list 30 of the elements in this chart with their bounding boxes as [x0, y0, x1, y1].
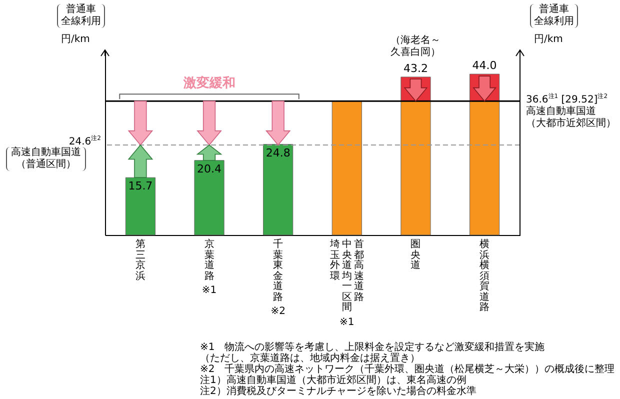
text: ※1 物流への影響等を考慮し、上限料金を設定するなど激変緩和措置を実施 [200, 342, 545, 353]
text: ※2 千葉県内の高速ネットワーク（千葉外環、圏央道（松尾横芝～大栄））の概成後に整理 [200, 364, 615, 375]
text: （ただし、京葉道路は、地域内料金は据え置き） [200, 353, 420, 364]
bar [332, 100, 362, 236]
text: ※1 [202, 285, 217, 297]
ref-line-label: 36.6$^{注1}$ [29.52]$^{注2}$ 高速自動車国道（大都市近郊区間） [526, 92, 617, 130]
total-label: 44.0 [472, 59, 497, 72]
total-label: 43.2 [403, 62, 428, 75]
x-tick-label: 首都高速道路 [353, 239, 364, 303]
y-axis-title: 円/km [534, 34, 563, 46]
x-tick-label: 京葉道路 [204, 239, 215, 282]
text: 普通車全線利用 [530, 4, 578, 28]
text: 24.6$^{注2}$ 高速自動車国道（普通区間） [11, 135, 101, 170]
data-label: 24.8 [266, 146, 290, 160]
data-label: 15.7 [128, 180, 153, 193]
data-label: 20.4 [197, 162, 222, 176]
text: 中央道均一区間 [341, 239, 352, 314]
x-tick-label: 第三京浜 [134, 239, 146, 282]
text: ※1 [340, 316, 354, 328]
y2-axis-title: 円/km [61, 34, 90, 46]
x-tick-label: 横浜横須賀道路 [479, 239, 490, 314]
text: 注2）消費税及びターミナルチャージを除いた場合の料金水準 [200, 386, 476, 397]
annotation: 激変緩和 [183, 76, 236, 92]
text: 注1）高速自動車国道（大都市近郊区間）は、東名高速の例 [200, 375, 466, 386]
x-tick-label: 圏央道 [410, 239, 422, 272]
text: 埼玉外環 [329, 239, 340, 282]
text: 普通車全線利用 [57, 4, 105, 28]
text: ※2 [270, 306, 286, 318]
x-tick-label: 千葉東金道路 [272, 239, 284, 303]
annotation: （海老名～久喜白岡） [390, 34, 441, 59]
